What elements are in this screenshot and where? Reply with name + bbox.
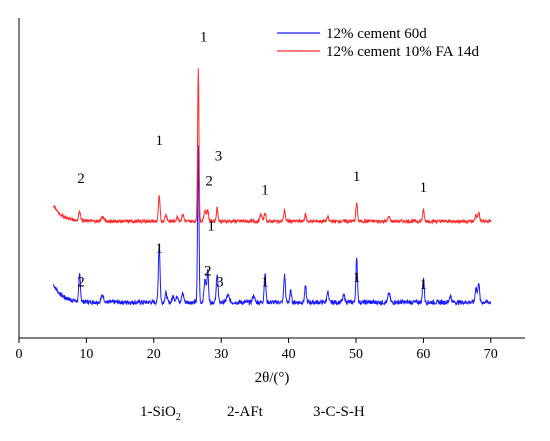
peak-label: 2 xyxy=(205,173,213,189)
x-axis-label: 2θ/(°) xyxy=(255,370,290,386)
axes: 0 10 20 30 40 50 60 70 xyxy=(16,18,525,362)
legend-label: 12% cement 60d xyxy=(326,26,427,42)
peak-label: 3 xyxy=(216,275,224,291)
phase-legend: 1-SiO2 2-AFt 3-C-S-H xyxy=(0,404,550,426)
peak-label: 2 xyxy=(77,275,85,291)
peak-label: 1 xyxy=(353,270,361,286)
x-tick-label: 20 xyxy=(147,347,161,362)
x-tick-label: 10 xyxy=(79,347,93,362)
x-tick-label: 60 xyxy=(416,347,430,362)
x-tick-label: 70 xyxy=(484,347,498,362)
series-layer xyxy=(52,68,492,307)
x-tick-label: 30 xyxy=(214,347,228,362)
peak-label: 1 xyxy=(261,182,269,198)
peak-label: 2 xyxy=(77,171,85,187)
peak-label: 1 xyxy=(155,241,163,257)
legend: 12% cement 60d 12% cement 10% FA 14d xyxy=(277,26,480,60)
peak-label: 1 xyxy=(420,277,428,293)
phase-legend-sio2-text: 1-SiO xyxy=(140,404,176,420)
peak-label: 1 xyxy=(207,218,215,234)
x-tick-label: 40 xyxy=(282,347,296,362)
series-line-2 xyxy=(52,68,492,225)
peak-label: 1 xyxy=(200,29,208,45)
x-tick-label: 50 xyxy=(349,347,363,362)
phase-legend-aft: 2-AFt xyxy=(227,404,263,420)
peak-label: 1 xyxy=(353,169,361,185)
peak-label: 1 xyxy=(155,133,163,149)
peak-label: 2 xyxy=(204,263,212,279)
phase-legend-sio2: 1-SiO2 xyxy=(140,404,181,423)
x-tick-label: 0 xyxy=(16,347,23,362)
legend-label: 12% cement 10% FA 14d xyxy=(326,44,480,60)
peak-label: 3 xyxy=(215,149,223,165)
phase-legend-sio2-subscript: 2 xyxy=(175,412,181,423)
peak-label: 1 xyxy=(261,275,269,291)
series-line-1 xyxy=(53,145,492,307)
peak-label: 1 xyxy=(420,180,428,196)
phase-legend-csh: 3-C-S-H xyxy=(313,404,365,420)
